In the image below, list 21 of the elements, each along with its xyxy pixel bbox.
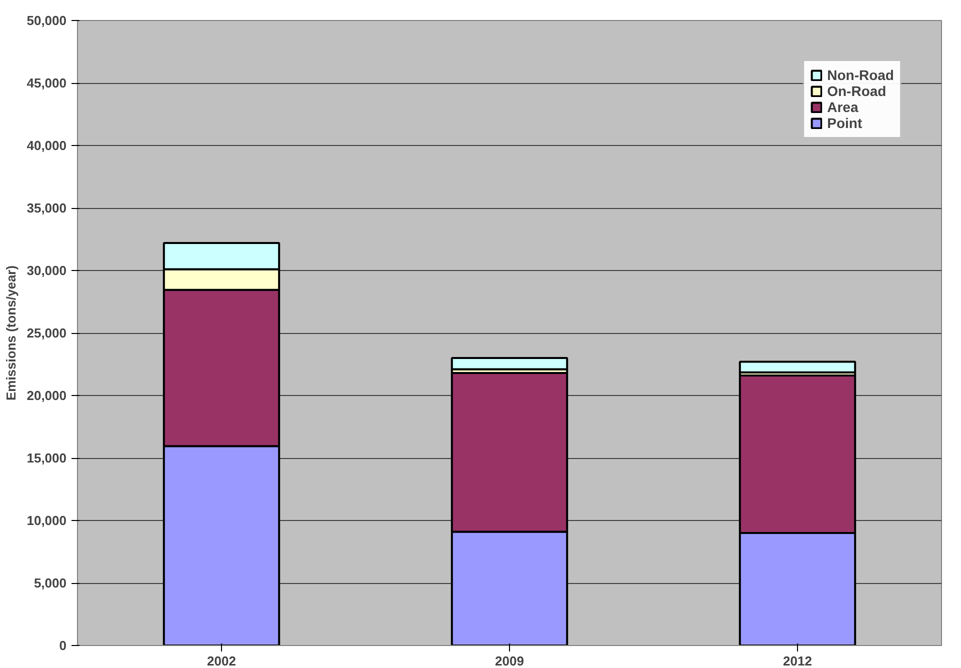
legend-label: Point: [827, 115, 862, 131]
y-tick-label: 50,000: [26, 13, 67, 28]
legend-label: Area: [827, 99, 858, 115]
y-tick-label: 0: [59, 638, 67, 653]
x-tick-label: 2012: [783, 654, 812, 668]
y-tick-label: 30,000: [26, 263, 67, 278]
y-tick-label: 15,000: [26, 450, 67, 466]
y-tick-label: 10,000: [26, 513, 67, 528]
y-axis-title: Emissions (tons/year): [4, 265, 19, 401]
x-tick-label: 2009: [495, 654, 524, 668]
y-tick-label: 20,000: [26, 388, 67, 403]
legend-label: On-Road: [827, 83, 886, 99]
y-tick-label: 45,000: [26, 76, 67, 90]
y-tick-label: 5,000: [34, 576, 67, 590]
y-tick-label: 25,000: [26, 326, 67, 340]
x-tick-label: 2002: [207, 654, 236, 668]
y-tick-label: 35,000: [26, 200, 67, 216]
legend-label: Non-Road: [827, 67, 894, 83]
bar: [450, 357, 568, 370]
bar: [738, 360, 856, 374]
y-tick-label: 40,000: [26, 138, 67, 153]
